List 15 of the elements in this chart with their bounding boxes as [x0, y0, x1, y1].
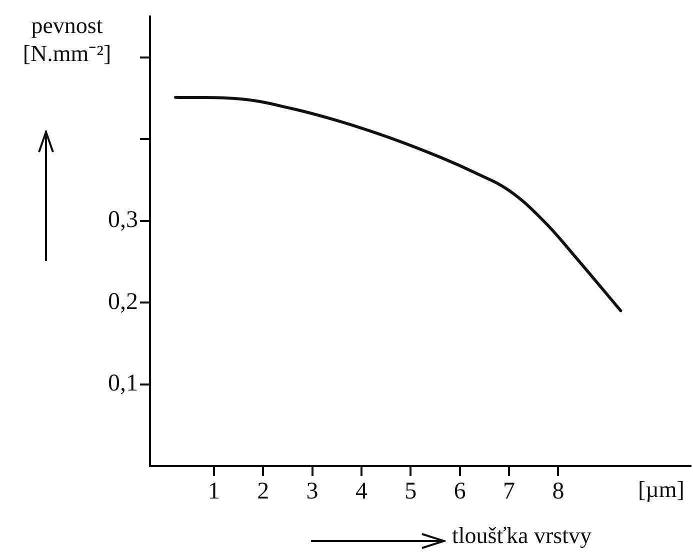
- x-tick-label: 2: [257, 478, 270, 505]
- x-axis-title: tloušťka vrstvy: [452, 522, 592, 550]
- x-tick-label: 3: [306, 478, 318, 505]
- x-tick-label: 1: [208, 478, 220, 505]
- x-tick-label: 6: [454, 478, 466, 505]
- x-tick-label: 5: [404, 478, 417, 505]
- y-axis-title: pevnost [N.mm⁻²]: [22, 12, 112, 68]
- y-tick-label: 0,1: [108, 370, 138, 397]
- x-tick-label: 8: [552, 478, 564, 505]
- y-tick-label: 0,2: [108, 288, 138, 315]
- line-series: [174, 96, 622, 312]
- x-tick-label: 4: [355, 478, 368, 505]
- x-tick-label: 7: [503, 478, 516, 505]
- text: [µm]: [638, 476, 684, 504]
- y-tick-label: 0,3: [108, 207, 138, 234]
